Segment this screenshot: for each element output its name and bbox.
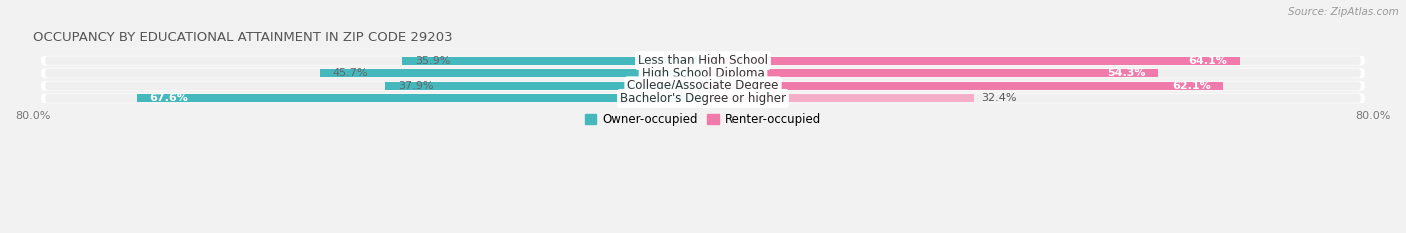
Bar xyxy=(136,95,703,102)
Text: High School Diploma: High School Diploma xyxy=(641,67,765,80)
Text: OCCUPANCY BY EDUCATIONAL ATTAINMENT IN ZIP CODE 29203: OCCUPANCY BY EDUCATIONAL ATTAINMENT IN Z… xyxy=(32,31,453,44)
Text: 37.9%: 37.9% xyxy=(398,81,433,91)
FancyBboxPatch shape xyxy=(45,94,1361,103)
Bar xyxy=(703,82,1223,90)
Text: 62.1%: 62.1% xyxy=(1173,81,1211,91)
Text: 67.6%: 67.6% xyxy=(149,93,188,103)
Text: 32.4%: 32.4% xyxy=(981,93,1017,103)
Text: College/Associate Degree: College/Associate Degree xyxy=(627,79,779,92)
FancyBboxPatch shape xyxy=(41,81,1365,91)
Text: Less than High School: Less than High School xyxy=(638,54,768,67)
Text: Source: ZipAtlas.com: Source: ZipAtlas.com xyxy=(1288,7,1399,17)
FancyBboxPatch shape xyxy=(41,56,1365,65)
FancyBboxPatch shape xyxy=(45,69,1361,78)
Bar xyxy=(703,69,1159,77)
Text: 64.1%: 64.1% xyxy=(1188,56,1227,66)
Text: 35.9%: 35.9% xyxy=(415,56,450,66)
Bar xyxy=(703,57,1240,65)
FancyBboxPatch shape xyxy=(45,82,1361,90)
Bar xyxy=(321,69,703,77)
Text: 54.3%: 54.3% xyxy=(1107,68,1146,78)
Text: Bachelor's Degree or higher: Bachelor's Degree or higher xyxy=(620,92,786,105)
Bar xyxy=(385,82,703,90)
Legend: Owner-occupied, Renter-occupied: Owner-occupied, Renter-occupied xyxy=(579,108,827,130)
FancyBboxPatch shape xyxy=(45,56,1361,65)
FancyBboxPatch shape xyxy=(41,69,1365,78)
Text: 45.7%: 45.7% xyxy=(333,68,368,78)
Bar xyxy=(703,95,974,102)
FancyBboxPatch shape xyxy=(41,94,1365,103)
Bar xyxy=(402,57,703,65)
